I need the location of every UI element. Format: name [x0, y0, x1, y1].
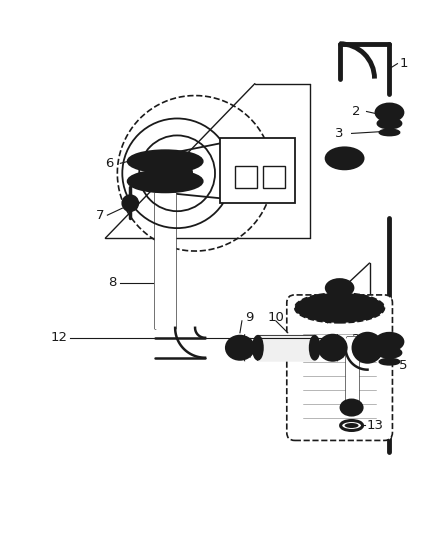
Ellipse shape: [378, 335, 400, 348]
Ellipse shape: [128, 171, 202, 192]
Ellipse shape: [295, 293, 385, 323]
Text: 10: 10: [268, 311, 285, 325]
Text: 6: 6: [106, 157, 114, 170]
Ellipse shape: [326, 148, 364, 169]
Ellipse shape: [375, 103, 403, 122]
Text: 4: 4: [355, 154, 363, 167]
FancyBboxPatch shape: [263, 166, 285, 188]
Ellipse shape: [310, 336, 320, 360]
FancyBboxPatch shape: [287, 295, 392, 440]
Ellipse shape: [357, 338, 378, 358]
Ellipse shape: [332, 152, 357, 164]
Ellipse shape: [379, 130, 399, 135]
Ellipse shape: [353, 333, 382, 362]
Text: 2: 2: [352, 105, 360, 118]
FancyBboxPatch shape: [220, 139, 295, 203]
Circle shape: [135, 156, 145, 166]
Text: 9: 9: [245, 311, 253, 325]
Text: 8: 8: [108, 277, 117, 289]
Ellipse shape: [128, 150, 202, 172]
Ellipse shape: [345, 402, 359, 413]
Circle shape: [122, 195, 138, 211]
Ellipse shape: [226, 336, 254, 360]
Text: 12: 12: [50, 332, 67, 344]
Ellipse shape: [323, 340, 342, 356]
FancyBboxPatch shape: [235, 166, 257, 188]
Ellipse shape: [378, 348, 401, 358]
Ellipse shape: [379, 359, 399, 365]
Text: 5: 5: [399, 359, 408, 372]
Ellipse shape: [326, 279, 353, 297]
Ellipse shape: [155, 156, 175, 166]
Ellipse shape: [230, 340, 250, 356]
Ellipse shape: [375, 333, 403, 351]
Circle shape: [135, 176, 145, 186]
Ellipse shape: [341, 400, 363, 416]
Text: 11: 11: [303, 306, 320, 319]
Ellipse shape: [155, 176, 175, 186]
Circle shape: [162, 158, 192, 188]
Ellipse shape: [253, 336, 263, 360]
Text: 13: 13: [367, 419, 384, 432]
Text: 3: 3: [335, 127, 343, 140]
Text: 1: 1: [399, 57, 408, 70]
Ellipse shape: [345, 423, 359, 428]
Ellipse shape: [378, 106, 400, 119]
Circle shape: [185, 156, 195, 166]
Circle shape: [126, 199, 134, 207]
Text: 2: 2: [352, 333, 360, 346]
Ellipse shape: [378, 118, 401, 128]
Text: 7: 7: [95, 208, 104, 222]
Circle shape: [185, 176, 195, 186]
Ellipse shape: [319, 335, 346, 361]
